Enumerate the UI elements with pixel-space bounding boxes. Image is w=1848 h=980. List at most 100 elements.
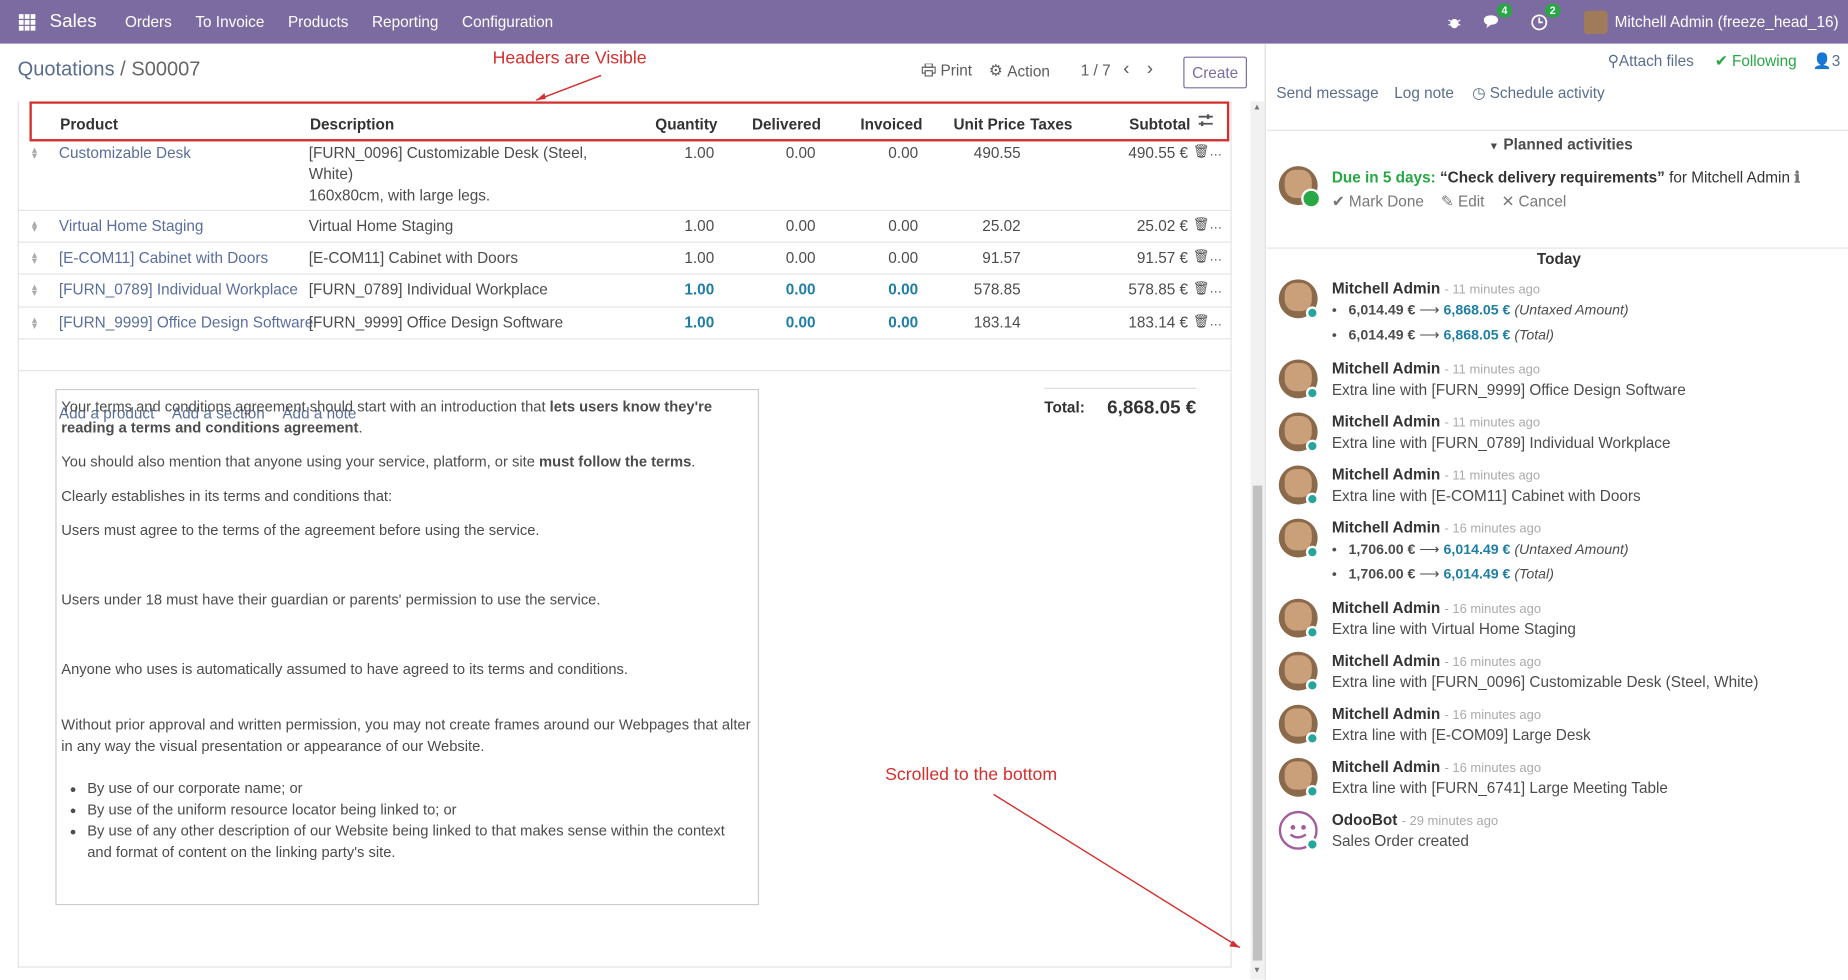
col-product[interactable]: Product bbox=[60, 115, 119, 134]
drag-handle-icon[interactable]: ▴ ▾ bbox=[31, 280, 38, 299]
col-quantity[interactable]: Quantity bbox=[655, 115, 718, 134]
form-view: Quotations / S00007 Headers are Visible … bbox=[0, 43, 1266, 980]
row-product[interactable]: [FURN_0789] Individual Workplace bbox=[58, 280, 298, 299]
total-label: Total: bbox=[1044, 398, 1085, 417]
action-label: Action bbox=[1007, 61, 1050, 80]
message-author: Mitchell Admin - 11 minutes ago bbox=[1331, 465, 1541, 484]
row-delivered: 0.00 bbox=[785, 143, 816, 162]
online-status-icon bbox=[1305, 439, 1319, 453]
activity-type-icon bbox=[1301, 188, 1322, 209]
row-product[interactable]: Customizable Desk bbox=[58, 143, 191, 162]
breadcrumb-quotations[interactable]: Quotations bbox=[17, 57, 115, 81]
menu-products[interactable]: Products bbox=[287, 12, 349, 31]
trash-icon[interactable]: 🗑… bbox=[1192, 281, 1223, 296]
table-row[interactable]: ▴ ▾ [FURN_0789] Individual Workplace [FUR… bbox=[18, 275, 1231, 308]
annotation-scrolled-bottom: Scrolled to the bottom bbox=[885, 764, 1058, 785]
add-note-link[interactable]: Add a note bbox=[282, 404, 357, 422]
message-author: Mitchell Admin - 16 minutes ago bbox=[1331, 704, 1542, 723]
action-button[interactable]: ⚙ Action bbox=[989, 61, 1050, 80]
planned-activities-toggle[interactable]: ▼ Planned activities bbox=[1488, 135, 1633, 154]
online-status-icon bbox=[1305, 306, 1319, 320]
trash-icon[interactable]: 🗑… bbox=[1192, 249, 1223, 265]
terms-paragraph: Users under 18 must have their guardian … bbox=[61, 591, 601, 609]
terms-and-conditions-field[interactable]: Your terms and conditions agreement shou… bbox=[55, 388, 760, 906]
trash-icon[interactable]: 🗑… bbox=[1192, 144, 1223, 160]
row-unit-price: 490.55 bbox=[973, 143, 1021, 162]
row-product[interactable]: [E-COM11] Cabinet with Doors bbox=[58, 248, 269, 267]
message-author: Mitchell Admin - 16 minutes ago bbox=[1331, 651, 1542, 670]
log-note-button[interactable]: Log note bbox=[1394, 83, 1454, 102]
col-invoiced[interactable]: Invoiced bbox=[860, 115, 923, 134]
add-section-link[interactable]: Add a section bbox=[171, 404, 265, 422]
activity-clock-icon[interactable]: 2 bbox=[1531, 2, 1561, 31]
scrollbar[interactable]: ▲ ▼ bbox=[1250, 101, 1265, 980]
online-status-icon bbox=[1305, 784, 1319, 798]
app-brand[interactable]: Sales bbox=[49, 11, 97, 32]
terms-paragraph: Your terms and conditions agreement shou… bbox=[61, 398, 713, 437]
table-row[interactable]: ▴ ▾ [E-COM11] Cabinet with Doors [E-COM11… bbox=[18, 243, 1231, 275]
cancel-button[interactable]: ✕ Cancel bbox=[1501, 192, 1567, 210]
online-status-icon bbox=[1305, 837, 1319, 851]
breadcrumb-current: S00007 bbox=[131, 57, 201, 81]
following-button[interactable]: ✔ Following bbox=[1714, 51, 1797, 70]
edit-button[interactable]: ✎ Edit bbox=[1440, 192, 1485, 210]
send-message-button[interactable]: Send message bbox=[1276, 83, 1379, 102]
trash-icon[interactable]: 🗑… bbox=[1192, 314, 1223, 329]
message-body: Extra line with [E-COM09] Large Desk bbox=[1331, 726, 1591, 744]
terms-list-item: By use of the uniform resource locator b… bbox=[87, 799, 753, 820]
apps-menu-icon[interactable] bbox=[18, 13, 36, 31]
pager-value[interactable]: 1 / 7 bbox=[1080, 61, 1111, 79]
paperclip-icon: ⚲ bbox=[1607, 51, 1619, 70]
row-product[interactable]: [FURN_9999] Office Design Software bbox=[58, 313, 314, 332]
online-status-icon bbox=[1305, 545, 1319, 559]
optional-columns-icon[interactable] bbox=[1197, 113, 1214, 131]
table-row[interactable]: ▴ ▾ Virtual Home Staging Virtual Home Sta… bbox=[18, 211, 1231, 243]
drag-handle-icon[interactable]: ▴ ▾ bbox=[31, 216, 38, 235]
drag-handle-icon[interactable]: ▴ ▾ bbox=[31, 248, 38, 267]
messaging-icon[interactable]: 4 bbox=[1483, 3, 1513, 29]
menu-to-invoice[interactable]: To Invoice bbox=[195, 12, 265, 31]
col-delivered[interactable]: Delivered bbox=[751, 115, 821, 134]
message-author: OdooBot - 29 minutes ago bbox=[1331, 810, 1499, 829]
table-row[interactable]: ▴ ▾ Customizable Desk [FURN_0096] Customi… bbox=[18, 143, 1231, 211]
breadcrumb-separator: / bbox=[120, 57, 126, 81]
user-menu[interactable]: Mitchell Admin (freeze_head_16) bbox=[1614, 12, 1839, 31]
add-product-link[interactable]: Add a product bbox=[58, 404, 155, 422]
control-panel: Quotations / S00007 Headers are Visible … bbox=[0, 44, 1266, 102]
terms-list: By use of our corporate name; or By use … bbox=[87, 778, 753, 863]
schedule-activity-button[interactable]: ◷ Schedule activity bbox=[1472, 83, 1605, 102]
print-icon bbox=[921, 63, 936, 77]
col-taxes[interactable]: Taxes bbox=[1030, 115, 1073, 134]
menu-configuration[interactable]: Configuration bbox=[462, 12, 554, 31]
trash-icon[interactable]: 🗑… bbox=[1192, 218, 1223, 233]
pager-previous-icon[interactable]: ‹ bbox=[1123, 58, 1130, 79]
menu-orders[interactable]: Orders bbox=[124, 12, 172, 31]
top-navbar: Sales Orders To Invoice Products Reporti… bbox=[0, 0, 1848, 44]
message-author: Mitchell Admin - 11 minutes ago bbox=[1331, 359, 1541, 378]
menu-reporting[interactable]: Reporting bbox=[371, 12, 439, 31]
debug-bug-icon[interactable] bbox=[1447, 15, 1461, 29]
online-status-icon bbox=[1305, 492, 1319, 506]
print-button[interactable]: Print bbox=[921, 61, 972, 79]
info-icon[interactable]: ℹ bbox=[1794, 168, 1801, 187]
drag-handle-icon[interactable]: ▴ ▾ bbox=[31, 143, 38, 162]
gear-icon: ⚙ bbox=[988, 61, 1003, 79]
pager-next-icon[interactable]: › bbox=[1146, 58, 1154, 79]
col-unit-price[interactable]: Unit Price bbox=[953, 115, 1026, 134]
followers-button[interactable]: 👤3 bbox=[1812, 51, 1841, 70]
message-author: Mitchell Admin - 11 minutes ago bbox=[1331, 412, 1541, 431]
table-row[interactable]: ▴ ▾ [FURN_9999] Office Design Software [F… bbox=[18, 308, 1231, 340]
create-button[interactable]: Create bbox=[1183, 56, 1247, 89]
col-description[interactable]: Description bbox=[309, 115, 395, 134]
row-product[interactable]: Virtual Home Staging bbox=[58, 216, 204, 235]
mark-done-button[interactable]: ✔ Mark Done bbox=[1331, 192, 1424, 210]
row-delivered: 0.00 bbox=[785, 280, 816, 299]
message-body: Extra line with [FURN_0789] Individual W… bbox=[1331, 433, 1671, 452]
user-avatar[interactable] bbox=[1583, 10, 1608, 34]
date-separator: Today bbox=[1536, 249, 1581, 268]
attach-files-button[interactable]: ⚲Attach files bbox=[1607, 51, 1694, 70]
row-invoiced: 0.00 bbox=[888, 216, 919, 235]
col-subtotal[interactable]: Subtotal bbox=[1129, 115, 1191, 134]
scrollbar-thumb[interactable] bbox=[1252, 485, 1263, 961]
drag-handle-icon[interactable]: ▴ ▾ bbox=[31, 313, 38, 332]
